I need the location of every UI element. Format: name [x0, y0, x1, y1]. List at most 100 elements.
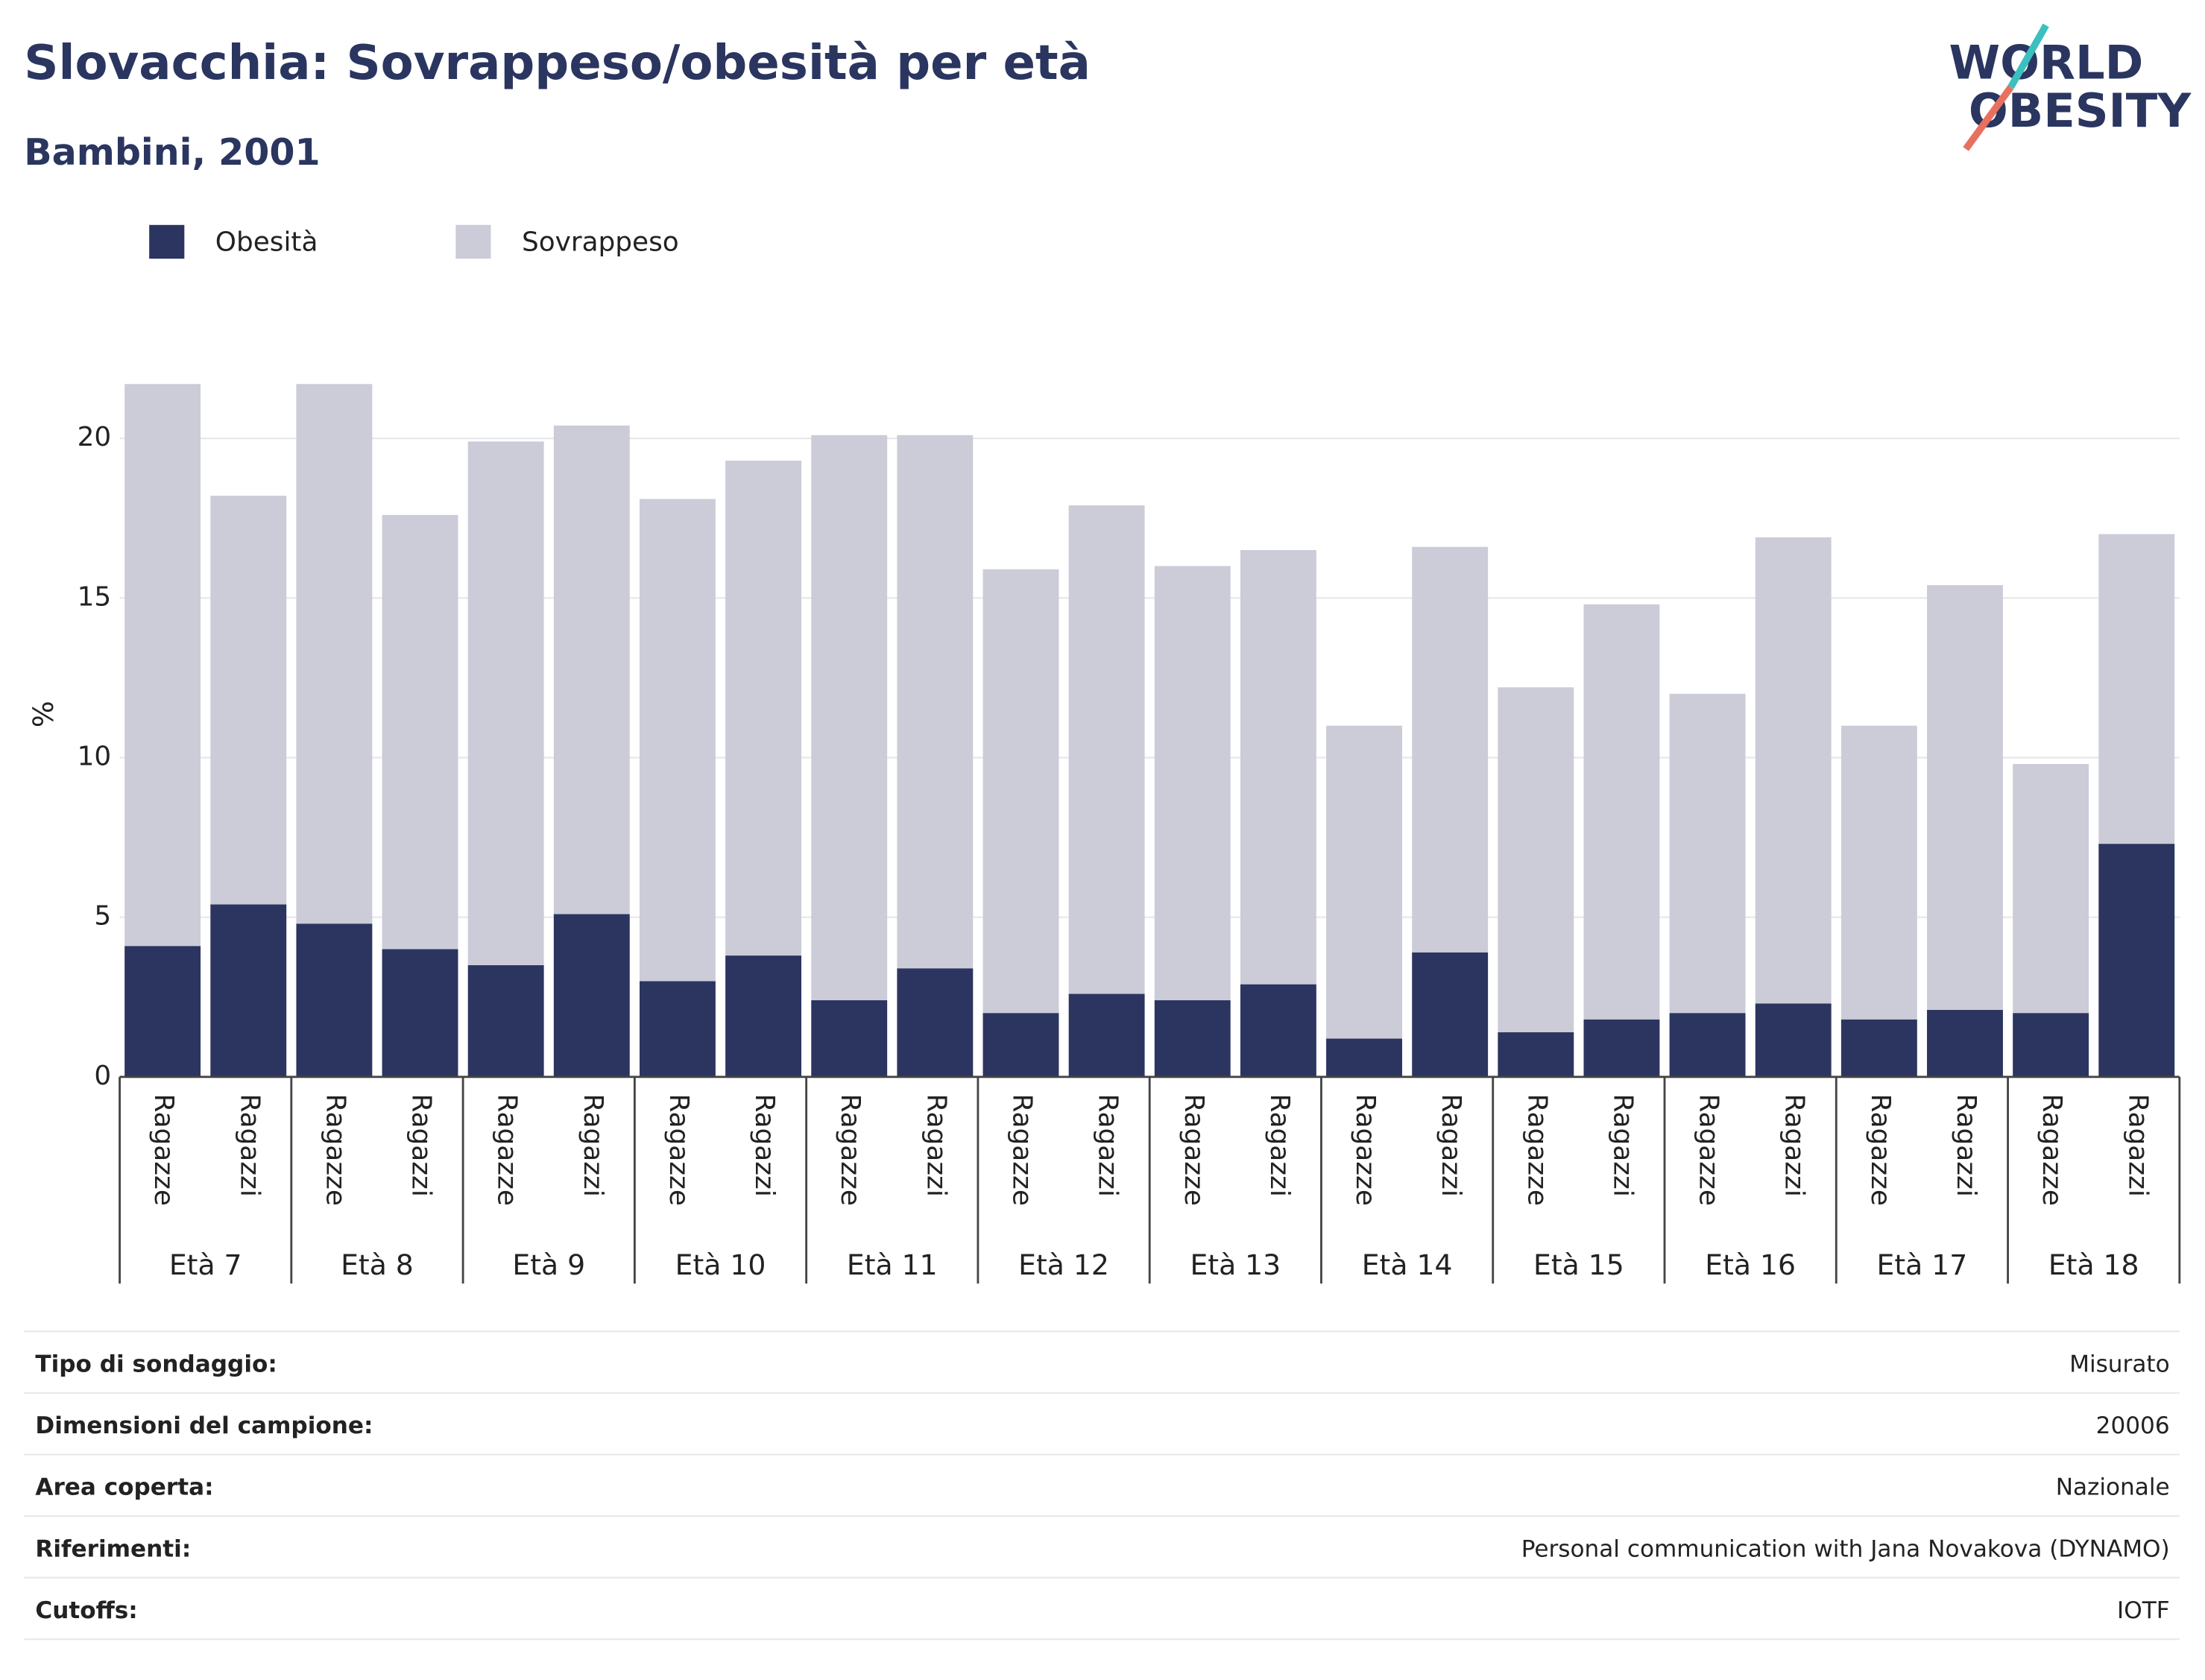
bar-segment	[1240, 984, 1316, 1077]
bar-segment	[210, 904, 287, 1077]
x-tick-label: Ragazze	[1865, 1093, 1896, 1205]
bar-segment	[1412, 952, 1489, 1077]
bar-segment	[897, 968, 974, 1077]
x-tick-label: Ragazzi	[578, 1093, 608, 1196]
x-tick-label: Ragazzi	[1436, 1093, 1466, 1196]
bar-segment	[124, 384, 201, 947]
y-tick-label: 0	[94, 1061, 111, 1091]
x-tick-label: Ragazzi	[1607, 1093, 1638, 1196]
bar-segment	[1498, 687, 1574, 1032]
group-label: Età 12	[1018, 1248, 1109, 1281]
bar-segment	[1755, 537, 1832, 1004]
bar-segment	[2098, 844, 2175, 1077]
logo-text: WORLD	[1949, 36, 2143, 90]
legend-swatch	[149, 224, 185, 259]
bar-segment	[1583, 604, 1660, 1020]
bar-segment	[382, 949, 458, 1077]
table-value: Nazionale	[2056, 1474, 2170, 1501]
bar-segment	[296, 384, 373, 924]
bar-segment	[982, 1013, 1059, 1077]
x-tick-label: Ragazze	[1694, 1093, 1724, 1205]
table-label: Tipo di sondaggio:	[35, 1351, 277, 1377]
bar-segment	[467, 964, 544, 1077]
bar-segment	[1840, 725, 1917, 1020]
bar-segment	[1927, 1009, 2003, 1077]
x-tick-label: Ragazzi	[406, 1093, 437, 1196]
table-label: Cutoffs:	[35, 1597, 137, 1624]
group-label: Età 17	[1877, 1248, 1968, 1281]
logo-slash	[2007, 23, 2049, 89]
bar-segment	[1669, 1013, 1746, 1077]
table-value: IOTF	[2117, 1597, 2170, 1624]
group-label: Età 15	[1533, 1248, 1624, 1281]
x-tick-label: Ragazze	[835, 1093, 865, 1205]
logo: WORLD OBESITY	[1949, 23, 2192, 151]
bar-segment	[1326, 725, 1402, 1039]
bar-segment	[639, 499, 716, 982]
x-tick-label: Ragazzi	[1264, 1093, 1295, 1196]
bar-segment	[811, 435, 888, 1001]
bar-segment	[725, 956, 802, 1077]
bar-segment	[124, 946, 201, 1077]
y-tick-label: 15	[78, 581, 112, 612]
x-tick-label: Ragazze	[663, 1093, 694, 1205]
bar-segment	[2098, 534, 2175, 844]
x-tick-label: Ragazzi	[1093, 1093, 1123, 1196]
table-label: Area coperta:	[35, 1474, 213, 1501]
group-label: Età 10	[675, 1248, 766, 1281]
x-tick-label: Ragazzi	[921, 1093, 951, 1196]
bar-segment	[1154, 566, 1231, 1001]
bar-segment	[1498, 1032, 1574, 1077]
chart-title: Slovacchia: Sovrappeso/obesità per età	[24, 35, 1091, 91]
bar-segment	[725, 461, 802, 956]
bar-segment	[1669, 693, 1746, 1014]
bar-segment	[1840, 1019, 1917, 1077]
y-tick-label: 20	[78, 422, 112, 452]
y-tick-label: 5	[94, 901, 111, 932]
bar-segment	[1240, 550, 1316, 985]
bar-segment	[639, 981, 716, 1077]
bar-segment	[467, 441, 544, 965]
group-label: Età 7	[169, 1248, 242, 1281]
group-label: Età 11	[847, 1248, 938, 1281]
group-label: Età 14	[1362, 1248, 1453, 1281]
bar-segment	[296, 923, 373, 1077]
table-label: Dimensioni del campione:	[35, 1412, 373, 1439]
y-axis-label: %	[27, 701, 60, 727]
x-tick-label: Ragazzi	[1779, 1093, 1810, 1196]
x-tick-label: Ragazze	[1521, 1093, 1552, 1205]
chart-subtitle: Bambini, 2001	[24, 130, 320, 174]
x-tick-label: Ragazzi	[2122, 1093, 2153, 1196]
x-tick-label: Ragazzi	[1951, 1093, 1981, 1196]
legend-swatch	[455, 224, 491, 259]
bar-segment	[811, 1000, 888, 1077]
bar-segment	[1412, 546, 1489, 953]
x-tick-label: Ragazze	[1350, 1093, 1381, 1205]
logo-text: OBESITY	[1969, 83, 2192, 138]
bar-segment	[1755, 1003, 1832, 1077]
x-tick-label: Ragazze	[1179, 1093, 1209, 1205]
bar-segment	[1927, 585, 2003, 1010]
table-value: Misurato	[2069, 1351, 2170, 1377]
bar-segment	[553, 425, 630, 915]
bar-segment	[2013, 764, 2089, 1014]
table-value: Personal communication with Jana Novakov…	[1521, 1535, 2170, 1562]
bar-segment	[1068, 505, 1145, 994]
x-tick-label: Ragazze	[492, 1093, 523, 1205]
bar-segment	[210, 496, 287, 905]
group-label: Età 18	[2048, 1248, 2139, 1281]
x-tick-label: Ragazzi	[749, 1093, 780, 1196]
x-tick-label: Ragazzi	[234, 1093, 265, 1196]
bar-segment	[2013, 1013, 2089, 1077]
y-tick-label: 10	[78, 741, 112, 771]
bar-segment	[1068, 994, 1145, 1077]
bar-segment	[982, 569, 1059, 1014]
group-label: Età 13	[1190, 1248, 1281, 1281]
x-tick-label: Ragazze	[148, 1093, 179, 1205]
bar-segment	[897, 435, 974, 969]
legend-label: Obesità	[215, 227, 318, 257]
logo-slash	[1963, 85, 2014, 151]
bar-segment	[382, 514, 458, 950]
x-tick-label: Ragazze	[320, 1093, 350, 1205]
